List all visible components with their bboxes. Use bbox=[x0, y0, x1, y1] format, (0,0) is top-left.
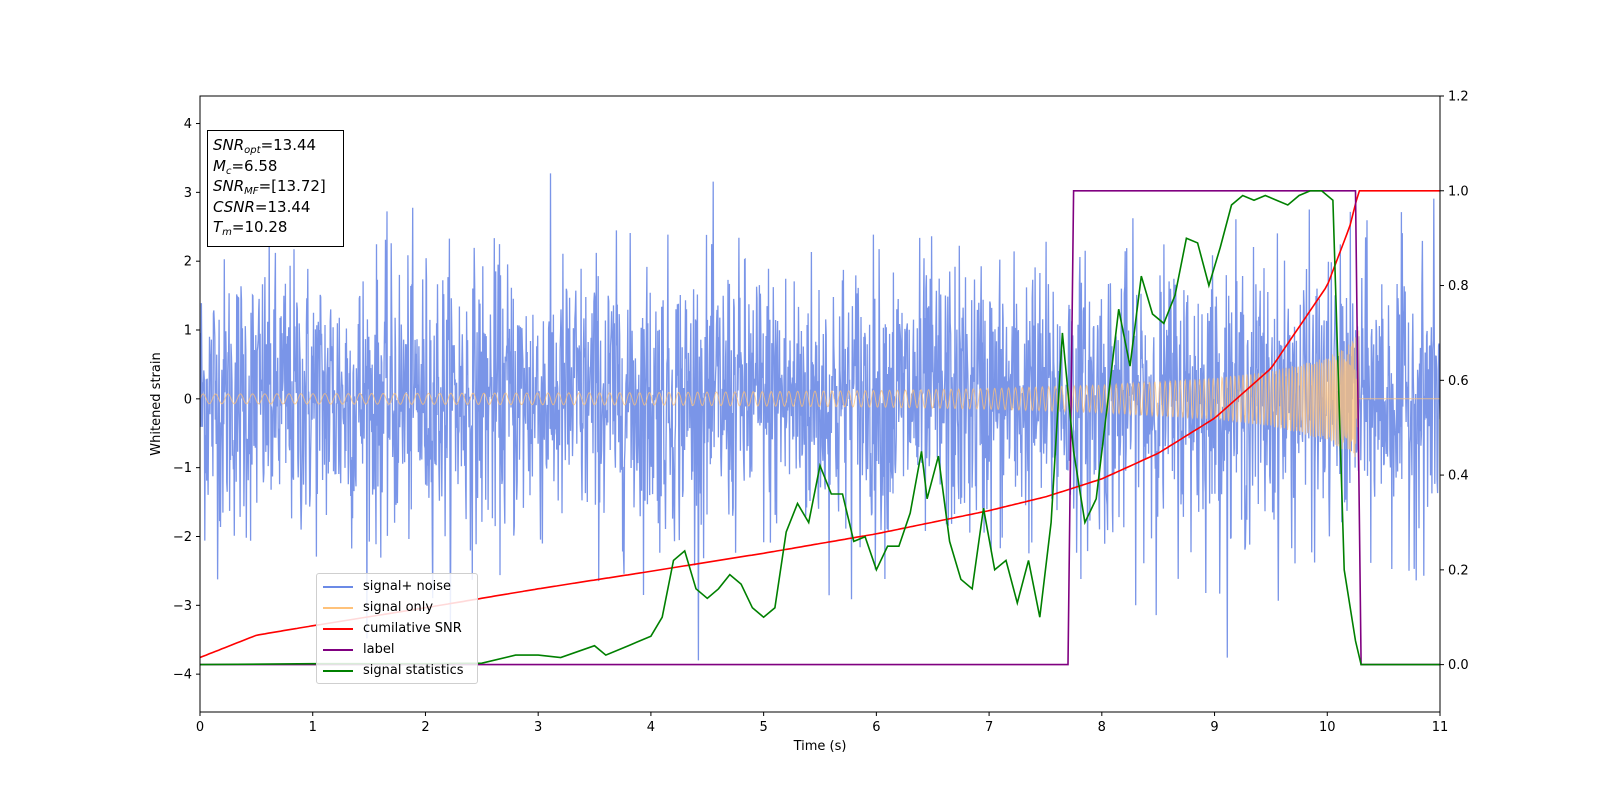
snr-opt-value: =13.44 bbox=[260, 136, 317, 154]
x-tick-label: 3 bbox=[534, 720, 542, 735]
snr-opt-row: SNRopt=13.44 bbox=[213, 136, 317, 156]
x-tick-label: 8 bbox=[1098, 720, 1106, 735]
y2-tick-label: 0.2 bbox=[1448, 563, 1469, 578]
y-axis-left: −4 −3 −2 −1 0 1 2 3 4 bbox=[173, 117, 200, 683]
legend-label: signal only bbox=[363, 600, 434, 615]
y-tick-label: 1 bbox=[184, 324, 192, 339]
legend-item: cumilative SNR bbox=[323, 618, 471, 639]
y2-tick-label: 0.6 bbox=[1448, 374, 1469, 389]
y-axis-label: Whitened strain bbox=[149, 352, 164, 455]
x-tick-label: 6 bbox=[872, 720, 880, 735]
legend-label: cumilative SNR bbox=[363, 621, 462, 636]
mc-row: Mc=6.58 bbox=[213, 156, 278, 177]
x-tick-label: 11 bbox=[1432, 720, 1449, 735]
legend-swatch bbox=[323, 585, 353, 588]
legend-swatch bbox=[323, 669, 353, 672]
legend-swatch bbox=[323, 606, 353, 609]
x-tick-label: 2 bbox=[421, 720, 429, 735]
legend-swatch bbox=[323, 648, 353, 651]
snr-mf-value: =[13.72] bbox=[258, 177, 326, 195]
legend: signal+ noise signal only cumilative SNR… bbox=[316, 573, 478, 684]
tm-row: Tm=10.28 bbox=[213, 218, 288, 238]
y2-tick-label: 0.4 bbox=[1448, 469, 1469, 484]
legend-item: signal only bbox=[323, 597, 471, 618]
y-tick-label: 3 bbox=[184, 186, 192, 201]
legend-item: label bbox=[323, 639, 471, 660]
x-axis-label: Time (s) bbox=[793, 739, 847, 754]
x-tick-label: 0 bbox=[196, 720, 204, 735]
legend-label: signal+ noise bbox=[363, 579, 452, 594]
legend-item: signal+ noise bbox=[323, 576, 471, 597]
series-signal-only bbox=[200, 330, 1440, 458]
y2-tick-label: 1.2 bbox=[1448, 90, 1469, 105]
x-tick-label: 1 bbox=[309, 720, 317, 735]
csnr-value: =13.44 bbox=[254, 197, 311, 216]
y-axis-right: 0.0 0.2 0.4 0.6 0.8 1.0 1.2 bbox=[1440, 90, 1469, 673]
x-axis: 0 1 2 3 4 5 6 7 8 9 10 11 bbox=[196, 712, 1448, 735]
y2-tick-label: 0.0 bbox=[1448, 658, 1469, 673]
y-tick-label: 4 bbox=[184, 117, 192, 132]
plot-frame bbox=[199, 95, 1441, 713]
x-tick-label: 10 bbox=[1319, 720, 1336, 735]
y-tick-label: −1 bbox=[173, 461, 192, 476]
series-signal-statistics bbox=[200, 190, 1440, 666]
snr-mf-row: SNRMF=[13.72] bbox=[213, 177, 326, 197]
mc-value: =6.58 bbox=[231, 156, 278, 175]
y2-tick-label: 0.8 bbox=[1448, 279, 1469, 294]
tm-value: =10.28 bbox=[231, 218, 288, 236]
legend-label: signal statistics bbox=[363, 663, 464, 678]
x-tick-label: 4 bbox=[647, 720, 655, 735]
legend-label: label bbox=[363, 642, 395, 657]
y2-tick-label: 1.0 bbox=[1448, 184, 1469, 199]
y-tick-label: 0 bbox=[184, 392, 192, 407]
x-tick-label: 5 bbox=[759, 720, 767, 735]
csnr-row: CSNR=13.44 bbox=[213, 197, 311, 216]
y-tick-label: −3 bbox=[173, 599, 192, 614]
y-tick-label: −2 bbox=[173, 530, 192, 545]
legend-swatch bbox=[323, 627, 353, 630]
x-tick-label: 9 bbox=[1210, 720, 1218, 735]
x-tick-label: 7 bbox=[985, 720, 993, 735]
y-tick-label: −4 bbox=[173, 668, 192, 683]
legend-item: signal statistics bbox=[323, 660, 471, 681]
y-tick-label: 2 bbox=[184, 255, 192, 270]
info-box: SNRopt=13.44 Mc=6.58 SNRMF=[13.72] CSNR=… bbox=[207, 130, 344, 247]
